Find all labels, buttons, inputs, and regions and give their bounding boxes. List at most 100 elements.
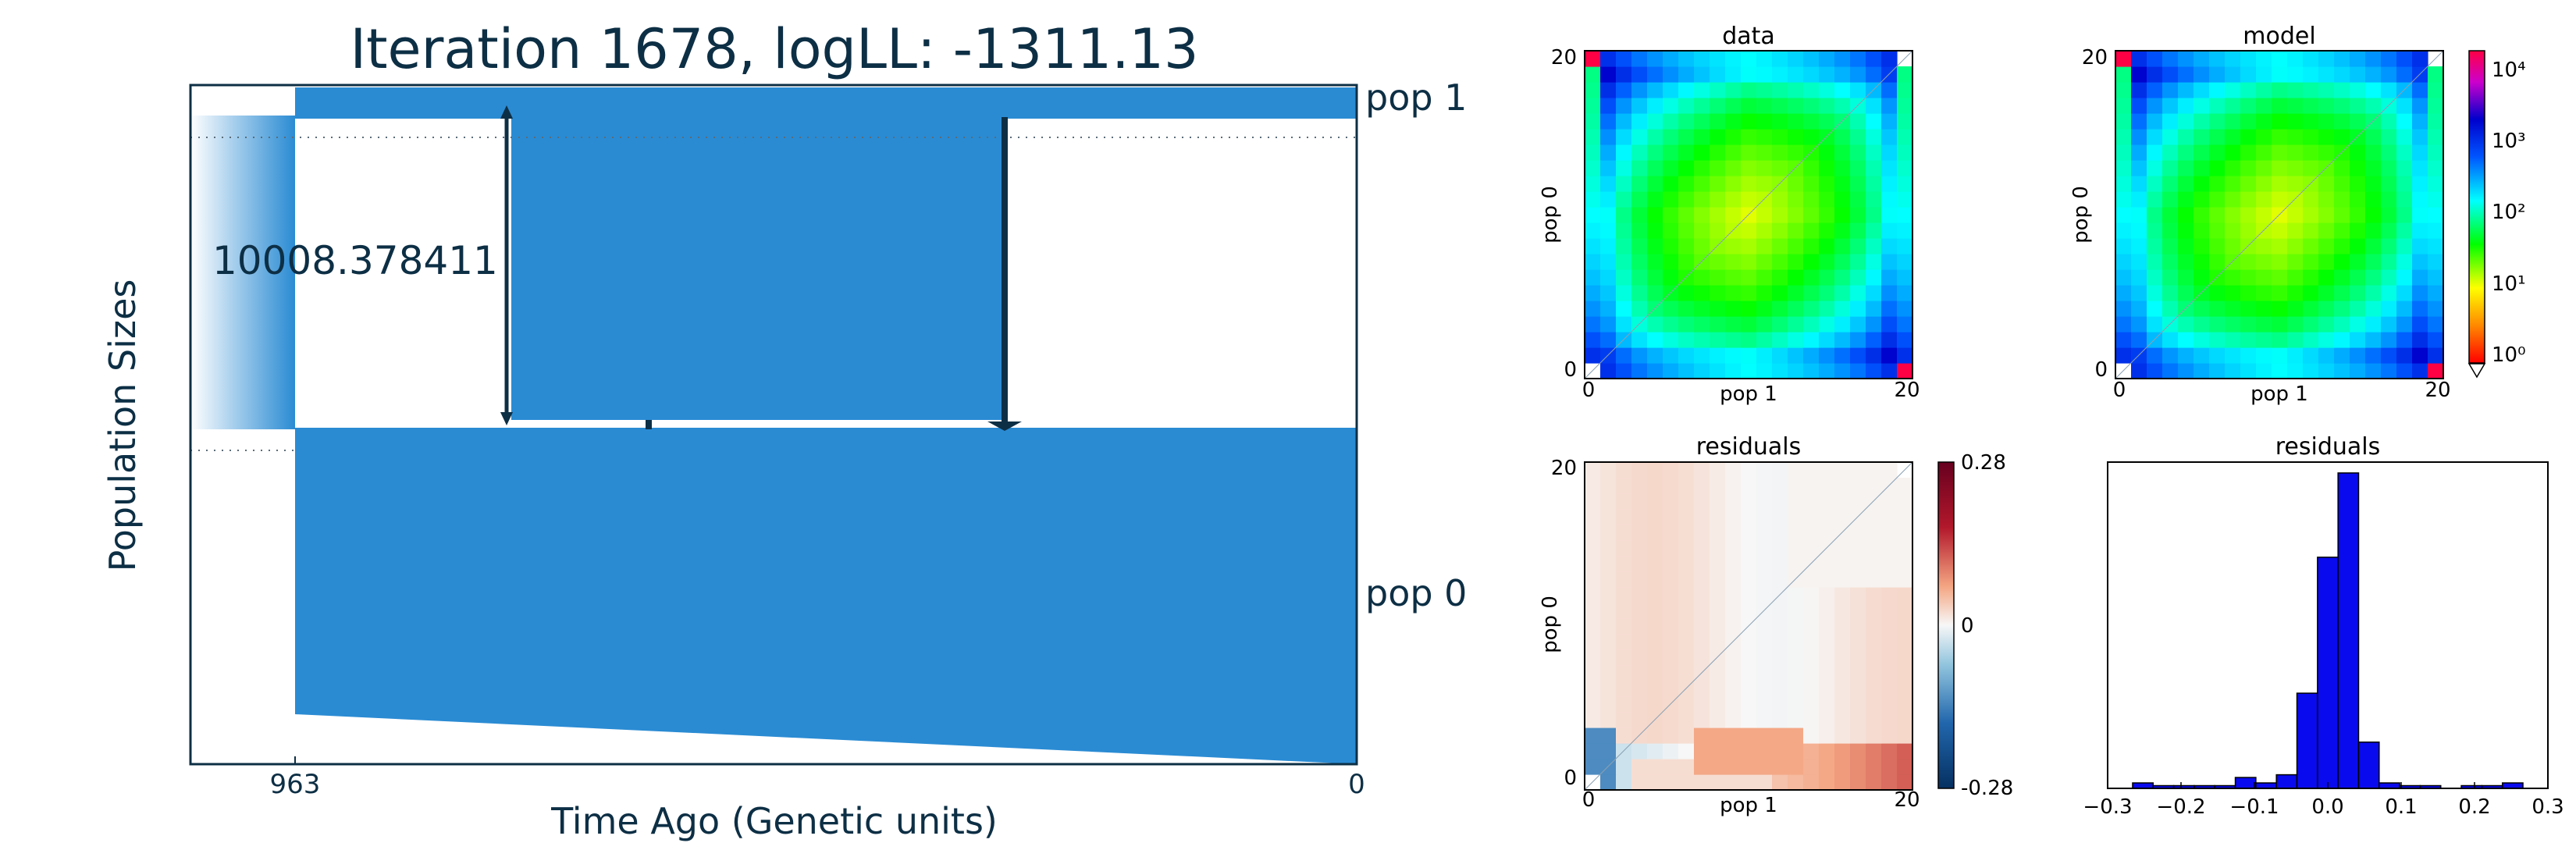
heatmap-cell [2287,301,2304,317]
heatmap-cell [1663,743,1679,759]
heatmap-cell [1866,587,1882,603]
histogram-tick-label: 0.2 [2458,795,2490,819]
heatmap-cell [1866,222,1882,239]
heatmap-cell [1866,363,1882,379]
heatmap-cell [2287,160,2304,176]
heatmap-cell [1678,462,1695,478]
heatmap-cell [2303,129,2319,145]
heatmap-cell [1663,113,1679,130]
heatmap-cell [2287,285,2304,301]
heatmap-cell [1600,681,1617,697]
heatmap-cell [1600,316,1617,333]
heatmap-cell [1631,98,1648,114]
heatmap-cell [1897,347,1913,364]
heatmap-cell [1725,347,1742,364]
heatmap-cell [1663,269,1679,286]
heatmap-cell [1866,207,1882,223]
heatmap-cell [1819,587,1835,603]
heatmap-cell [1866,285,1882,301]
heatmap-cell [2115,160,2132,176]
heatmap-cell [2318,301,2335,317]
heatmap-cell [2209,222,2226,239]
heatmap-cell [1631,681,1648,697]
heatmap-cell [1772,98,1788,114]
heatmap-cell [1866,144,1882,161]
heatmap-cell [1834,363,1851,379]
heatmap-cell [1725,332,1742,348]
heatmap-cell [2162,144,2179,161]
heatmap-cell [2272,51,2288,67]
heatmap-cell [2178,332,2194,348]
heatmap-cell [1866,113,1882,130]
heatmap-cell [2272,98,2288,114]
heatmap-cell [2350,160,2366,176]
heatmap-cell [1850,285,1866,301]
heatmap-cell [1803,525,1820,541]
heatmap-cell [1819,82,1835,98]
heatmap-cell [1772,571,1788,588]
heatmap-cell [1850,176,1866,192]
heatmap-cell [1741,160,1757,176]
heatmap-cell [1694,462,1710,478]
heatmap-cell [1850,129,1866,145]
heatmap-cell [1850,571,1866,588]
heatmap-cell [1881,113,1898,130]
heatmap-cell [2147,176,2163,192]
heatmap-cell [1819,222,1835,239]
heatmap-cell [2194,51,2210,67]
heatmap-cell [1663,712,1679,728]
heatmap-cell [2131,332,2147,348]
heatmap-cell [1741,254,1757,270]
heatmap-cell [2365,160,2382,176]
heatmap-cell [1881,603,1898,619]
heatmap-cell [1850,759,1866,775]
heatmap-cell [1881,301,1898,317]
heatmap-cell [1850,207,1866,223]
heatmap-cell [2334,191,2350,208]
heatmap-cell [1585,649,1601,666]
heatmap-cell [2240,347,2257,364]
heatmap-cell [1866,509,1882,525]
heatmap-cell [2396,347,2413,364]
heatmap-cell [1678,727,1695,744]
heatmap-cell [1585,82,1601,98]
heatmap-cell [1756,66,1773,83]
heatmap-cell [2350,222,2366,239]
heatmap-cell [1616,759,1632,775]
heatmap-cell [2381,254,2397,270]
heatmap-cell [1616,285,1632,301]
heatmap-cell [1881,759,1898,775]
heatmap-cell [2194,363,2210,379]
heatmap-cell [2272,332,2288,348]
heatmap-cell [1756,712,1773,728]
heatmap-cell [2147,222,2163,239]
heatmap-cell [2303,82,2319,98]
heatmap-cell [1772,478,1788,494]
heatmap-cell [1803,727,1820,744]
heatmap-cell [2256,191,2272,208]
heatmap-cell [1585,160,1601,176]
heatmap-cell [1741,222,1757,239]
heatmap-cell [2412,301,2428,317]
heatmap-cell [2303,332,2319,348]
histogram-bar [2296,692,2318,789]
heatmap-cell [1881,649,1898,666]
heatmap-cell [2240,254,2257,270]
heatmap-cell [1741,712,1757,728]
heatmap-cell [1585,191,1601,208]
heatmap-cell [2396,176,2413,192]
heatmap-cell [1741,347,1757,364]
heatmap-cell [1631,743,1648,759]
heatmap-cell [2178,238,2194,254]
heatmap-cell [2178,254,2194,270]
heatmap-cell [2147,66,2163,83]
heatmap-cell [1616,316,1632,333]
heatmap-cell [1819,665,1835,681]
heatmap-cell [2350,82,2366,98]
heatmap-cell [1585,556,1601,572]
heatmap-cell [1834,478,1851,494]
heatmap-cell [1616,160,1632,176]
heatmap-cell [1788,254,1804,270]
heatmap-cell [1803,66,1820,83]
heatmap-cell [1725,238,1742,254]
